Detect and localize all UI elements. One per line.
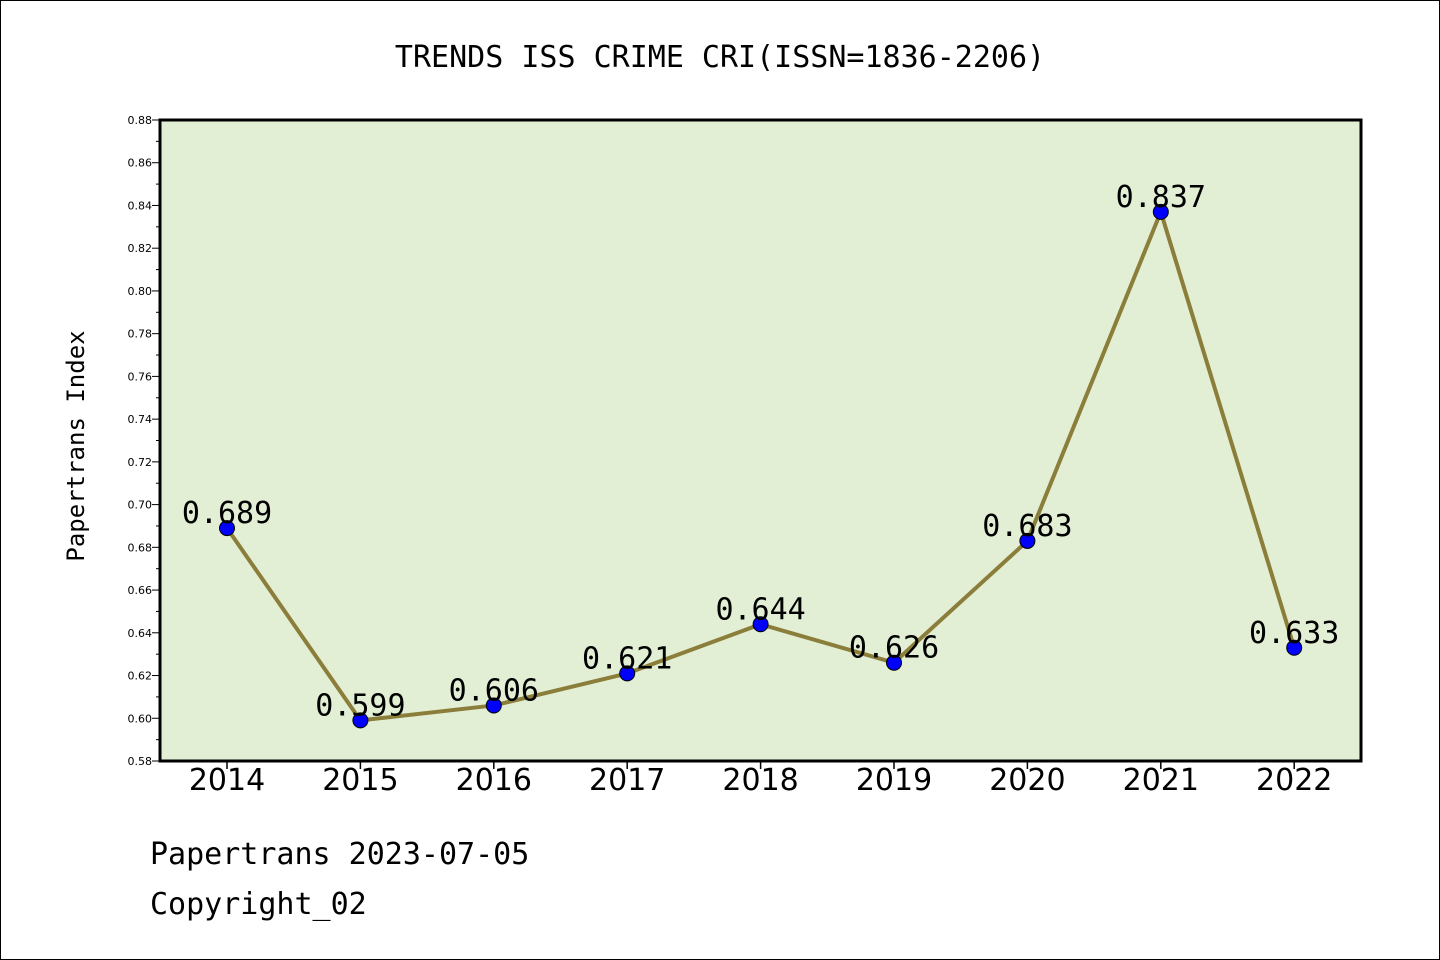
x-tick-label: 2016 [456,763,532,798]
data-point [219,520,235,537]
data-point [619,665,636,682]
x-tick-label: 2019 [856,763,932,798]
y-tick-label: 0.60 [128,712,153,725]
series-layer: 0.689 0.599 0.606 0.621 0.644 0.626 0.683 0.837… [182,180,1339,729]
data-point [752,616,769,633]
data-label: 0.683 [982,509,1072,544]
data-label: 0.644 [715,592,805,627]
data-point [1019,532,1036,549]
plot-border [158,118,1363,763]
y-axis: 0.58 0.60 0.62 0.64 0.66 0.68 0.70 0.72 0.74 0.76… [128,114,160,768]
data-label: 0.626 [849,631,939,666]
x-tick-label: 2015 [322,763,398,798]
y-tick-label: 0.72 [128,456,153,469]
y-tick-label: 0.78 [128,328,153,341]
y-tick-label: 0.82 [128,242,153,255]
y-tick-label: 0.76 [128,370,153,383]
data-point [1286,639,1303,656]
x-tick-label: 2017 [589,763,665,798]
data-label: 0.606 [449,673,539,708]
data-label: 0.621 [582,641,672,676]
data-point [1152,203,1169,220]
chart-title: TRENDS ISS CRIME CRI(ISSN=1836-2206) [395,40,1045,75]
y-tick-label: 0.70 [128,499,153,512]
footer-copyright: Copyright_02 [150,887,367,922]
y-tick-label: 0.68 [128,541,153,554]
data-point [352,712,369,729]
data-label: 0.689 [182,496,272,531]
data-label: 0.633 [1249,616,1339,651]
footer-date: Papertrans 2023-07-05 [150,837,529,872]
data-point [886,654,902,671]
y-tick-label: 0.58 [128,755,153,768]
x-tick-label: 2022 [1256,763,1332,798]
x-tick-label: 2018 [722,763,798,798]
y-tick-label: 0.62 [128,670,153,683]
y-tick-label: 0.74 [128,413,153,426]
x-axis: 2014 2015 2016 2017 2018 2019 2020 2021 2022 [189,761,1332,798]
x-tick-label: 2021 [1123,763,1199,798]
y-axis-label: Papertrans Index [62,330,90,561]
data-label: 0.599 [315,688,405,723]
y-tick-label: 0.80 [128,285,153,298]
y-tick-label: 0.84 [128,199,153,212]
y-tick-label: 0.64 [128,627,153,640]
data-label: 0.837 [1116,180,1206,215]
y-tick-label: 0.88 [128,114,153,127]
data-point [485,697,502,714]
y-tick-label: 0.86 [128,157,153,170]
x-tick-label: 2014 [189,763,265,798]
y-tick-label: 0.66 [128,584,153,597]
plot-area [160,120,1361,761]
x-tick-label: 2020 [989,763,1065,798]
